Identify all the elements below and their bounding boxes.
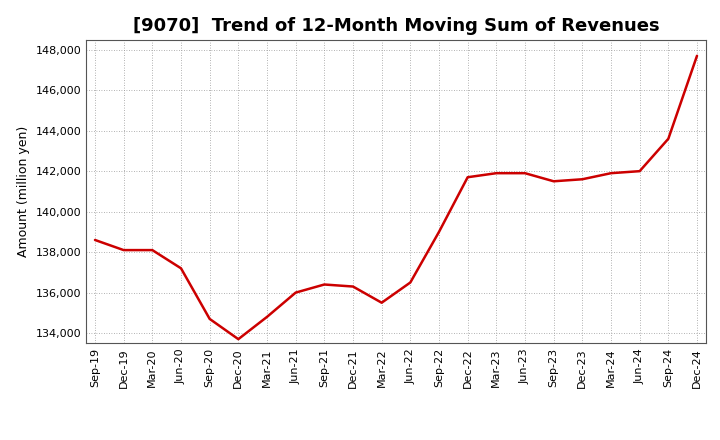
Title: [9070]  Trend of 12-Month Moving Sum of Revenues: [9070] Trend of 12-Month Moving Sum of R…	[132, 17, 660, 35]
Y-axis label: Amount (million yen): Amount (million yen)	[17, 126, 30, 257]
